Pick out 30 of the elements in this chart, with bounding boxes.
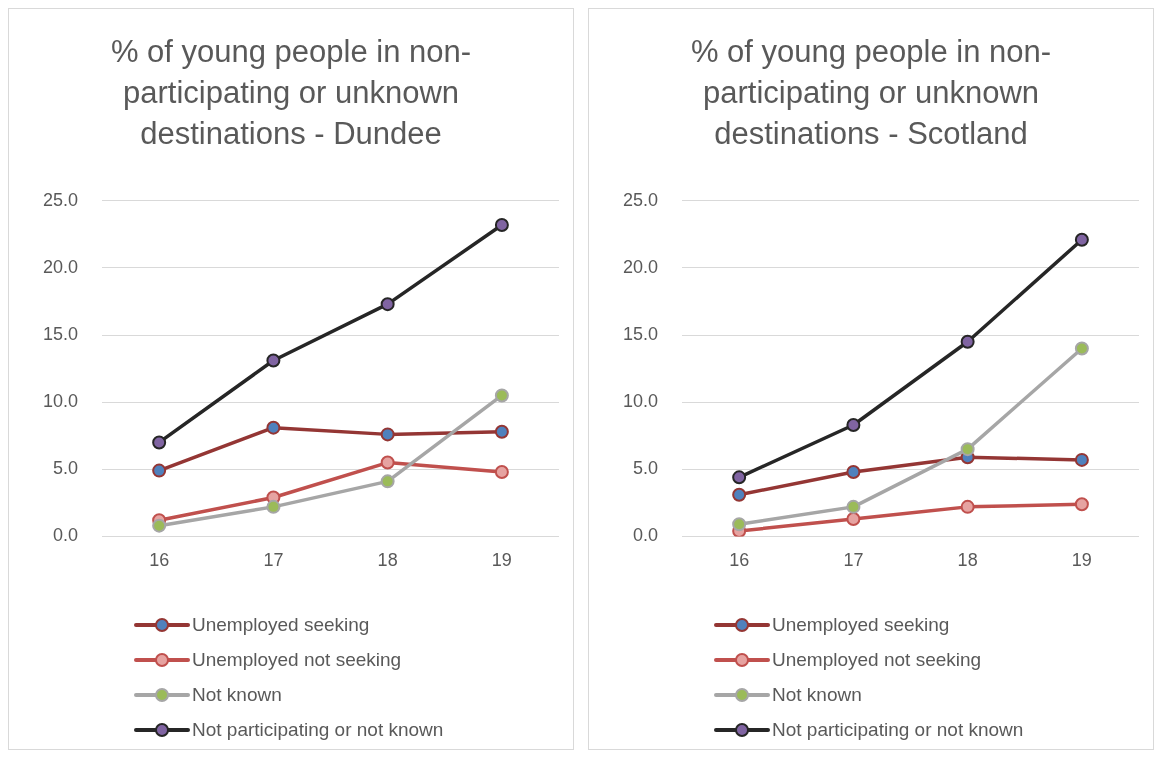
legend-label: Unemployed not seeking [772, 649, 982, 671]
y-tick-label: 20.0 [42, 256, 79, 277]
y-tick-label: 25.0 [42, 189, 79, 210]
y-tick-label: 5.0 [53, 458, 79, 479]
y-tick-label: 20.0 [622, 256, 659, 277]
x-tick-label: 19 [1071, 550, 1092, 571]
chart-title: % of young people in non-participating or unknown destinations - Scotland [689, 33, 1053, 153]
y-tick-label: 10.0 [622, 391, 659, 412]
y-tick-label: 15.0 [42, 324, 79, 345]
x-tick-label: 18 [957, 550, 978, 571]
legend-label: Not known [772, 684, 862, 706]
x-tick-label: 16 [149, 550, 170, 571]
legend-label: Unemployed seeking [192, 614, 370, 636]
y-tick-label: 0.0 [53, 525, 79, 546]
x-tick-label: 17 [263, 550, 284, 571]
legend-label: Not participating or not known [772, 719, 1024, 741]
y-tick-label: 10.0 [42, 391, 79, 412]
legend-label: Not known [192, 684, 282, 706]
legend-label: Not participating or not known [192, 719, 444, 741]
chart-title: % of young people in non-participating or unknown destinations - Dundee [109, 33, 473, 153]
x-tick-label: 18 [377, 550, 398, 571]
legend-label: Unemployed seeking [772, 614, 950, 636]
x-tick-label: 19 [491, 550, 512, 571]
y-tick-label: 5.0 [633, 458, 659, 479]
y-tick-label: 0.0 [633, 525, 659, 546]
x-tick-label: 17 [843, 550, 864, 571]
y-tick-label: 15.0 [622, 324, 659, 345]
y-tick-label: 25.0 [622, 189, 659, 210]
legend-label: Unemployed not seeking [192, 649, 402, 671]
x-tick-label: 16 [729, 550, 750, 571]
